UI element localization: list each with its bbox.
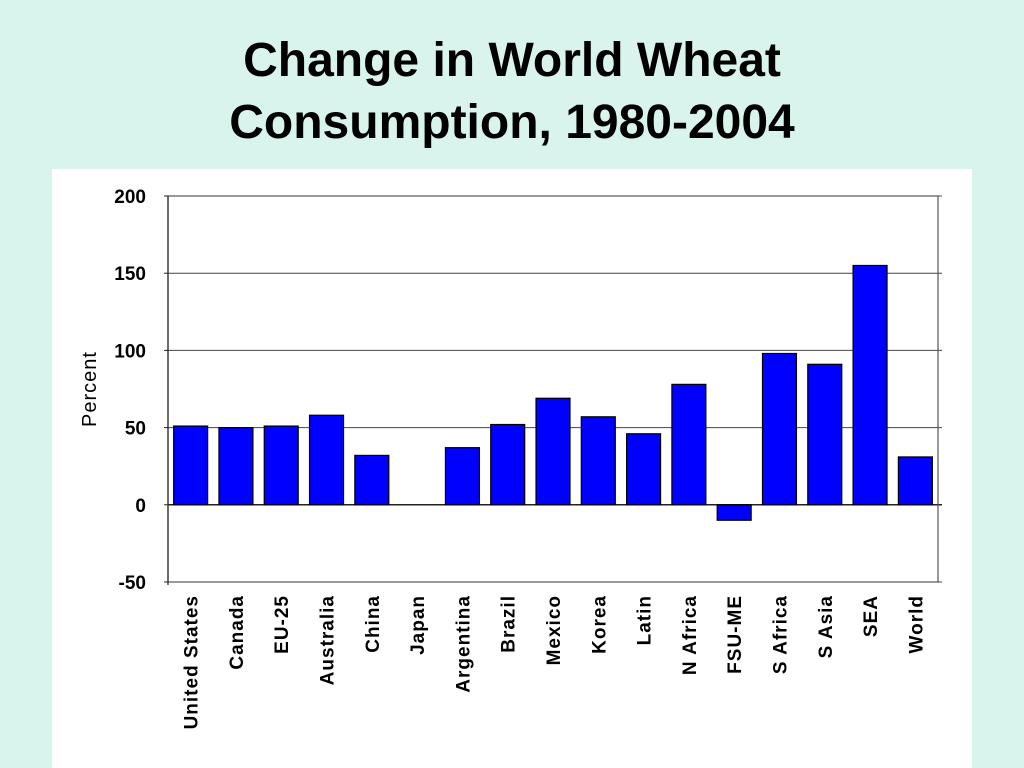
y-tick-label: 200 xyxy=(114,187,146,208)
slide-title: Change in World Wheat Consumption, 1980-… xyxy=(0,30,1024,154)
x-category-label: Canada xyxy=(227,595,248,670)
x-category-label: Brazil xyxy=(499,595,520,653)
x-category-label: EU-25 xyxy=(272,595,293,654)
chart-panel: 200 150 100 50 0 -50 Percent United States Canad… xyxy=(52,169,972,768)
bar-mexico xyxy=(535,397,571,506)
axes xyxy=(164,195,939,585)
slide-title-line-1: Change in World Wheat xyxy=(243,34,781,87)
bar-s-asia xyxy=(807,363,843,506)
bar-canada xyxy=(218,427,254,506)
x-category-label: SEA xyxy=(861,595,882,637)
bar-korea xyxy=(580,416,616,506)
y-axis-title: Percent xyxy=(79,351,101,427)
labels: 200 150 100 50 0 -50 Percent United States Canad… xyxy=(79,187,927,729)
bar-china xyxy=(354,454,390,506)
bar-brazil xyxy=(490,423,526,506)
x-category-label: Argentina xyxy=(453,595,474,693)
x-category-label: N Africa xyxy=(680,595,701,675)
x-category-label: United States xyxy=(182,595,203,729)
x-category-label: Mexico xyxy=(544,595,565,665)
bar-australia xyxy=(308,414,345,506)
bar-argentina xyxy=(444,447,480,506)
bar-s-africa xyxy=(761,352,798,506)
bar-fsu-me xyxy=(716,504,752,521)
y-tick-label: 50 xyxy=(125,419,146,440)
x-category-label: Japan xyxy=(408,595,429,655)
x-category-label: S Africa xyxy=(770,595,791,674)
x-category-label: FSU-ME xyxy=(725,595,746,674)
slide-title-line-2: Consumption, 1980-2004 xyxy=(229,96,795,149)
x-category-label: Latin xyxy=(635,595,656,645)
y-tick-label: 100 xyxy=(114,341,146,362)
bar-eu-25 xyxy=(263,425,299,506)
bar-chart: 200 150 100 50 0 -50 Percent United States Canad… xyxy=(79,187,942,729)
y-tick-label: 150 xyxy=(114,264,146,285)
x-category-label: S Asia xyxy=(816,595,837,658)
x-category-label: China xyxy=(363,595,384,653)
bar-world xyxy=(897,456,933,506)
x-category-label: World xyxy=(906,595,927,653)
bar-sea xyxy=(852,264,888,506)
bar-n-africa xyxy=(671,383,707,506)
x-category-label: Korea xyxy=(589,595,610,654)
bar-latin xyxy=(626,433,662,506)
x-category-label: Australia xyxy=(318,595,339,685)
bars xyxy=(173,264,933,521)
y-tick-label: 0 xyxy=(135,496,146,517)
bar-united-states xyxy=(173,425,209,506)
y-tick-label: -50 xyxy=(119,573,146,594)
